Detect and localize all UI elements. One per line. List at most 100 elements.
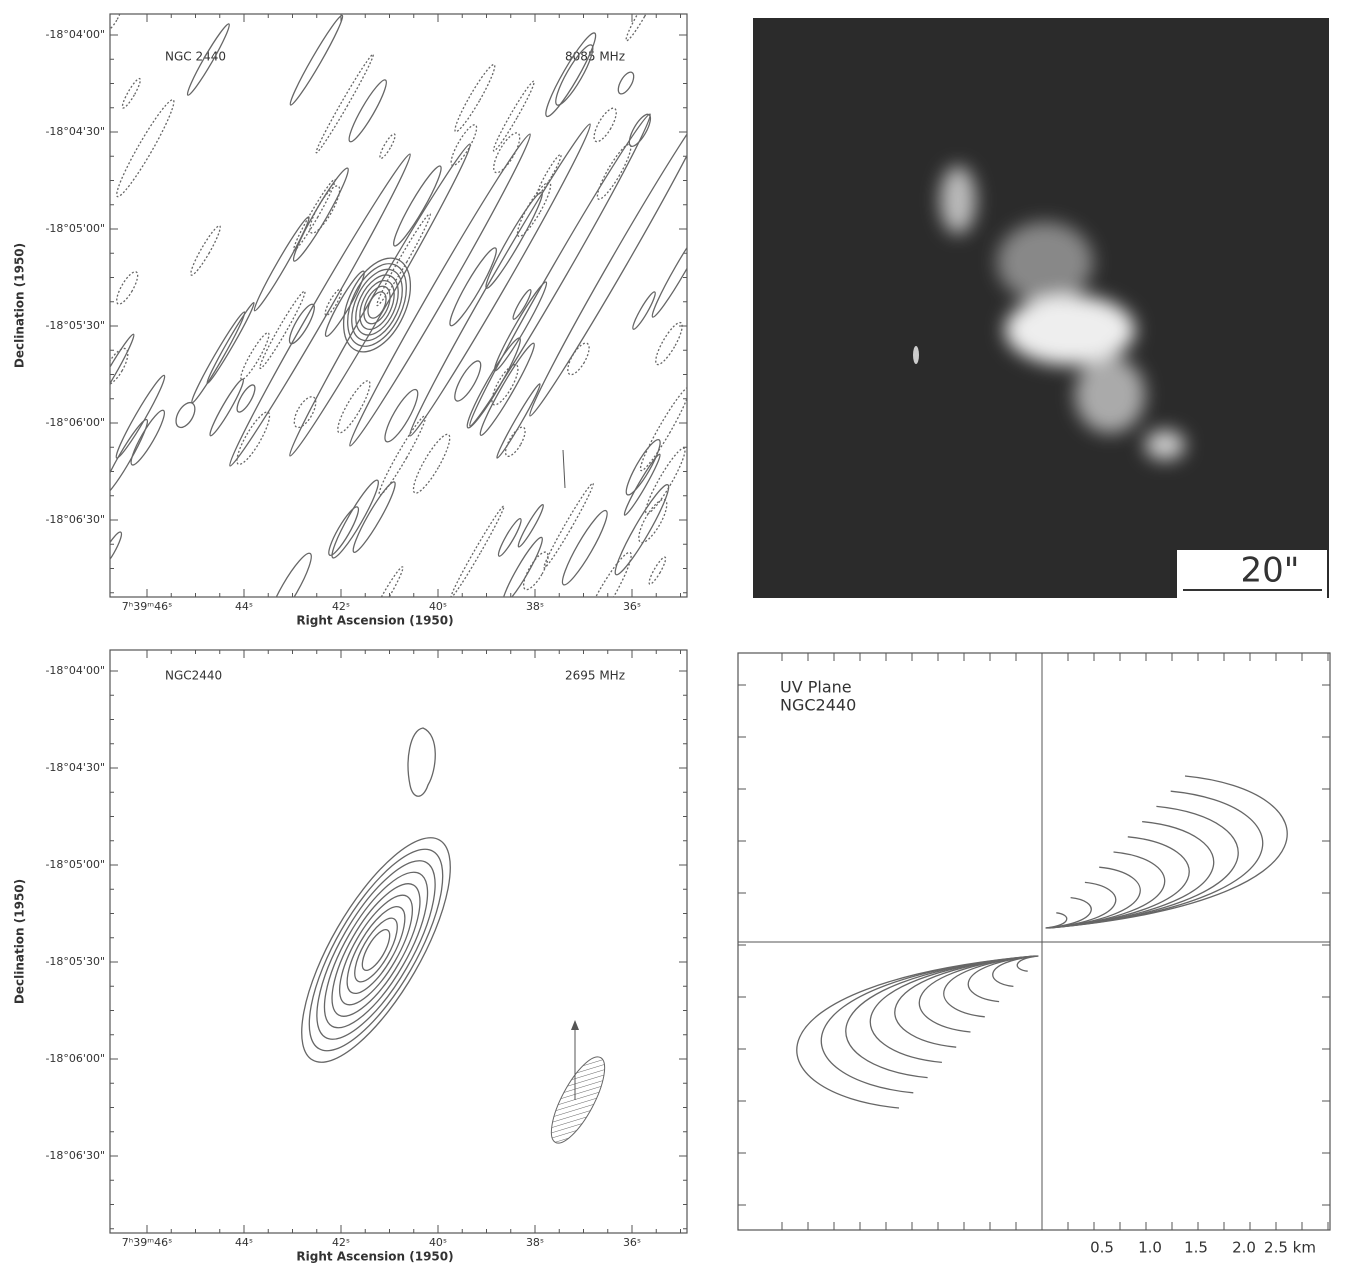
contour [286,13,346,107]
uv-track [895,956,1036,1047]
contour [234,383,258,415]
contour [375,413,429,497]
x-tick-label: 7ʰ39ᵐ46ˢ [122,1236,172,1249]
x-tick-label: 36ˢ [623,1236,641,1249]
contour [378,132,398,160]
x-tick-label: 0.5 [1090,1239,1114,1257]
contour [327,477,384,561]
y-tick-label: -18°05'30" [45,319,105,332]
y-tick-label: -18°06'30" [45,1149,105,1162]
contour [634,496,672,546]
contour [251,215,313,313]
contour [333,378,375,437]
contour [389,163,447,249]
y-tick-label: -18°04'00" [45,28,105,41]
source-contour [316,872,437,1028]
source-contour [341,261,412,348]
contour [345,77,391,145]
contour [85,332,138,415]
scale-label: 20" [1241,551,1300,591]
contour [648,219,712,320]
contour [494,382,542,459]
contour [498,535,546,607]
contour [593,141,636,202]
uv-track [797,956,1034,1108]
source-label: NGC 2440 [165,50,226,64]
x-tick-label: 42ˢ [332,600,350,613]
contour [112,373,168,461]
contour [636,384,695,473]
contour [207,377,247,438]
source-contour [305,858,447,1041]
uv-source: NGC2440 [780,696,856,715]
contour [491,80,537,153]
panel-optical: 20" [753,18,1329,598]
x-tick-label: 38ˢ [526,1236,544,1249]
uv-track [1048,837,1189,928]
contour [489,130,524,177]
beam-arrow [563,450,565,488]
contour [610,481,675,578]
contour [289,165,354,264]
frequency-label: 2695 MHz [565,669,625,683]
x-axis-title: Right Ascension (1950) [296,614,453,628]
contour [615,70,637,96]
contour [540,29,601,120]
contour [237,330,272,381]
x-tick-label: 44ˢ [235,600,253,613]
x-tick-label: 2.5 km [1264,1239,1316,1257]
y-tick-label: -18°04'30" [45,125,105,138]
x-tick-label: 38ˢ [526,600,544,613]
contour [577,549,637,637]
y-tick-label: -18°05'00" [45,858,105,871]
contour [462,335,525,431]
contour [232,409,275,468]
contour [98,345,132,388]
contour [502,424,529,459]
x-tick-label: 40ˢ [429,600,447,613]
arrow-head [571,1020,579,1030]
contour [557,507,613,588]
contour [445,245,502,330]
contour [343,130,537,450]
source-label: NGC2440 [165,669,222,683]
beam [541,1050,614,1150]
x-tick-label: 7ʰ39ᵐ46ˢ [122,600,172,613]
contour [111,96,179,200]
contour [120,77,143,110]
contour [450,358,485,405]
contours [85,0,717,637]
x-tick-label: 36ˢ [623,600,641,613]
contour [647,556,668,586]
contour [187,224,223,278]
contour [451,62,499,134]
contour [621,436,664,498]
contour [172,399,199,430]
y-axis-title: Declination (1950) [13,879,27,1004]
uv-track [1050,776,1287,928]
source-contour [336,899,415,1001]
contour [325,504,363,558]
contour [519,549,552,593]
x-tick-label: 42ˢ [332,1236,350,1249]
contour [283,140,477,460]
x-tick-label: 1.0 [1138,1239,1162,1257]
y-tick-label: -18°05'00" [45,222,105,235]
uv-title: UV Plane [780,678,852,697]
contour [590,105,620,144]
x-tick-label: 44ˢ [235,1236,253,1249]
x-tick-label: 40ˢ [429,1236,447,1249]
frame [110,650,687,1233]
contour [408,431,455,497]
source-contour [357,926,395,974]
x-axis-title: Right Ascension (1950) [296,1250,453,1264]
source-contour [295,845,457,1055]
figure: -18°04'00" 7ʰ39ᵐ46ˢ -18°04'30" 44ˢ -18°05'00… [0,0,1351,1268]
star [913,346,919,364]
panel-8085: -18°04'00" 7ʰ39ᵐ46ˢ -18°04'30" 44ˢ -18°05'00… [13,0,717,637]
contour [623,0,659,42]
contour [403,120,597,440]
y-tick-label: -18°06'30" [45,513,105,526]
panel-2695: -18°04'00"7ʰ39ᵐ46ˢ-18°04'30"44ˢ-18°05'00… [13,650,688,1264]
